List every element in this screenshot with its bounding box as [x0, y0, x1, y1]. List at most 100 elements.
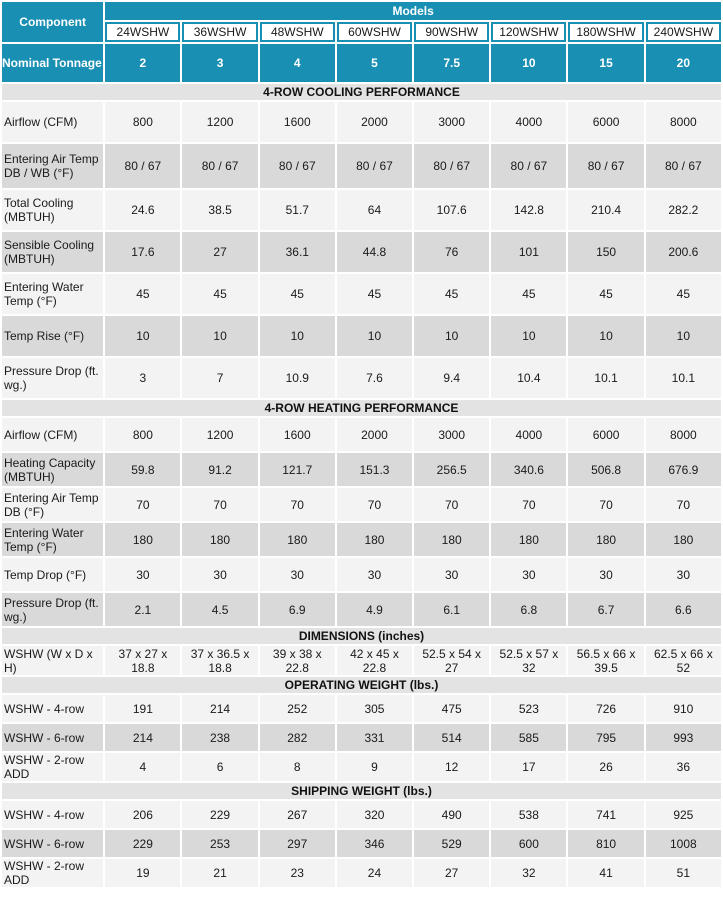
cell-value: 346 — [336, 830, 413, 857]
cell-value: 10 — [259, 316, 335, 356]
cell-value: 1600 — [259, 418, 335, 451]
cell-value: 1200 — [182, 418, 258, 451]
model-90wshw: 90WSHW — [414, 22, 490, 42]
cell-value: 39 x 38 x 22.8 — [259, 646, 335, 675]
cell-value: 180 — [336, 523, 413, 556]
cell-value: 30 — [645, 558, 721, 591]
cell-value: 180 — [259, 523, 335, 556]
cell-value: 810 — [568, 830, 644, 857]
cell-value: 121.7 — [259, 453, 335, 486]
cell-value: 305 — [336, 695, 413, 722]
cell-value: 91.2 — [182, 453, 258, 486]
cell-value: 267 — [259, 801, 335, 828]
cell-value: 10 — [645, 316, 721, 356]
tonnage-value: 7.5 — [414, 44, 490, 82]
tonnage-value: 10 — [491, 44, 567, 82]
section-header: SHIPPING WEIGHT (lbs.) — [2, 783, 721, 799]
row-label: WSHW - 4-row — [2, 801, 104, 828]
cell-value: 180 — [491, 523, 567, 556]
cell-value: 59.8 — [105, 453, 181, 486]
cell-value: 256.5 — [414, 453, 490, 486]
cell-value: 214 — [105, 724, 181, 751]
cell-value: 1200 — [182, 102, 258, 142]
cell-value: 80 / 67 — [414, 144, 490, 188]
cell-value: 925 — [645, 801, 721, 828]
tonnage-value: 4 — [259, 44, 335, 82]
table-row: Entering Water Temp (°F) 180 180 180 180 180 1… — [2, 523, 721, 556]
cell-value: 36 — [645, 753, 721, 781]
cell-value: 214 — [182, 695, 258, 722]
table-row: Entering Air Temp DB / WB (°F) 80 / 67 80 … — [2, 144, 721, 188]
table-row: Pressure Drop (ft. wg.) 3 7 10.9 7.6 9.4 10.4 1… — [2, 358, 721, 398]
cell-value: 76 — [414, 232, 490, 272]
cell-value: 10 — [414, 316, 490, 356]
table-row: Total Cooling (MBTUH) 24.6 38.5 51.7 64 107.6… — [2, 190, 721, 230]
cell-value: 52.5 x 54 x 27 — [414, 646, 490, 675]
cell-value: 8000 — [645, 102, 721, 142]
cell-value: 19 — [105, 859, 181, 887]
tonnage-value: 20 — [645, 44, 721, 82]
cell-value: 80 / 67 — [645, 144, 721, 188]
cell-value: 30 — [259, 558, 335, 591]
cell-value: 320 — [336, 801, 413, 828]
cell-value: 80 / 67 — [259, 144, 335, 188]
cell-value: 4000 — [491, 418, 567, 451]
row-label: Entering Water Temp (°F) — [2, 523, 104, 556]
cell-value: 7 — [182, 358, 258, 398]
cell-value: 30 — [336, 558, 413, 591]
cell-value: 676.9 — [645, 453, 721, 486]
cell-value: 51.7 — [259, 190, 335, 230]
table-row: Entering Water Temp (°F) 45 45 45 45 45 45 45 45 — [2, 274, 721, 314]
cell-value: 70 — [259, 488, 335, 521]
table-row: Heating Capacity (MBTUH) 59.8 91.2 121.7 151… — [2, 453, 721, 486]
cell-value: 70 — [336, 488, 413, 521]
cell-value: 62.5 x 66 x 52 — [645, 646, 721, 675]
row-label: WSHW (W x D x H) — [2, 646, 104, 675]
row-label: Entering Water Temp (°F) — [2, 274, 104, 314]
tonnage-value: 2 — [105, 44, 181, 82]
cell-value: 993 — [645, 724, 721, 751]
cell-value: 2000 — [336, 102, 413, 142]
table-row: WSHW - 6-row 229 253 297 346 529 600 810 1008 — [2, 830, 721, 857]
table-row: WSHW - 2-row ADD 19 21 23 24 27 32 41 51 — [2, 859, 721, 887]
cell-value: 142.8 — [491, 190, 567, 230]
cell-value: 51 — [645, 859, 721, 887]
cell-value: 3000 — [414, 102, 490, 142]
cell-value: 10.4 — [491, 358, 567, 398]
cell-value: 30 — [105, 558, 181, 591]
table-row: Temp Rise (°F) 10 10 10 10 10 10 10 10 — [2, 316, 721, 356]
cell-value: 6.7 — [568, 593, 644, 626]
cell-value: 180 — [645, 523, 721, 556]
cell-value: 6.9 — [259, 593, 335, 626]
row-label: WSHW - 6-row — [2, 830, 104, 857]
cell-value: 2000 — [336, 418, 413, 451]
cell-value: 64 — [336, 190, 413, 230]
cell-value: 523 — [491, 695, 567, 722]
cell-value: 238 — [182, 724, 258, 751]
cell-value: 30 — [182, 558, 258, 591]
cell-value: 23 — [259, 859, 335, 887]
row-label: Pressure Drop (ft. wg.) — [2, 593, 104, 626]
cell-value: 26 — [568, 753, 644, 781]
table-row: WSHW - 4-row 191 214 252 305 475 523 726 910 — [2, 695, 721, 722]
table-row: Pressure Drop (ft. wg.) 2.1 4.5 6.9 4.9 6.1 6.… — [2, 593, 721, 626]
tonnage-label: Nominal Tonnage — [2, 44, 104, 82]
table-row: Sensible Cooling (MBTUH) 17.6 27 36.1 44.8 76… — [2, 232, 721, 272]
model-36wshw: 36WSHW — [182, 22, 258, 42]
cell-value: 340.6 — [491, 453, 567, 486]
tonnage-value: 3 — [182, 44, 258, 82]
cell-value: 6.6 — [645, 593, 721, 626]
cell-value: 3000 — [414, 418, 490, 451]
tonnage-value: 15 — [568, 44, 644, 82]
model-240wshw: 240WSHW — [645, 22, 721, 42]
cell-value: 191 — [105, 695, 181, 722]
row-label: Entering Air Temp DB (°F) — [2, 488, 104, 521]
model-180wshw: 180WSHW — [568, 22, 644, 42]
cell-value: 9 — [336, 753, 413, 781]
model-24wshw: 24WSHW — [105, 22, 181, 42]
specs-table: Component Models 24WSHW 36WSHW 48WSHW 60… — [2, 2, 721, 887]
cell-value: 4.5 — [182, 593, 258, 626]
cell-value: 741 — [568, 801, 644, 828]
cell-value: 180 — [182, 523, 258, 556]
component-header: Component — [2, 2, 104, 42]
